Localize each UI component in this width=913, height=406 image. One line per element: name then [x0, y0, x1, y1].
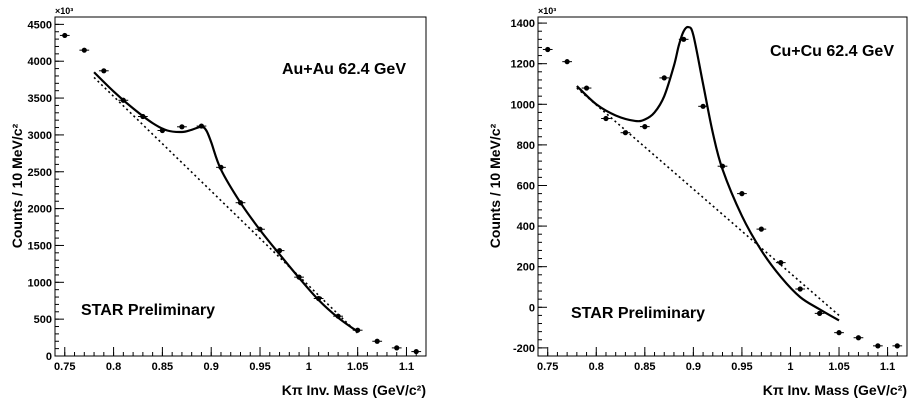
- data-point: [817, 310, 823, 316]
- x-tick-label: 1: [306, 361, 312, 373]
- y-tick-label: 2500: [28, 167, 52, 179]
- x-tick-label: 0.95: [731, 361, 752, 373]
- x-tick-label: 0.8: [106, 361, 121, 373]
- y-tick-label: 1000: [511, 99, 535, 111]
- background-dotted-line: [576, 87, 840, 317]
- data-points: [542, 36, 903, 349]
- y-tick-label: 3500: [28, 93, 52, 105]
- x-tick-label: 1.05: [347, 361, 368, 373]
- y-tick-label: 400: [517, 221, 535, 233]
- system-label: Cu+Cu 62.4 GeV: [770, 43, 894, 60]
- x-tick-label: 0.85: [634, 361, 655, 373]
- data-point: [564, 59, 570, 65]
- data-point: [159, 127, 165, 134]
- data-point: [101, 68, 107, 74]
- y-tick-label: 4000: [28, 56, 52, 68]
- system-label: Au+Au 62.4 GeV: [282, 61, 406, 78]
- data-point: [374, 338, 380, 344]
- data-point: [603, 115, 609, 122]
- x-tick-label: 0.9: [204, 361, 219, 373]
- data-point: [642, 124, 648, 130]
- background-line: [93, 76, 359, 334]
- star-preliminary-label: STAR Preliminary: [571, 305, 705, 322]
- x-tick-label: 0.75: [54, 361, 75, 373]
- y-tick-label: 2000: [28, 204, 52, 216]
- data-point: [120, 97, 126, 103]
- data-point: [894, 343, 900, 349]
- data-point: [622, 130, 628, 136]
- data-point: [81, 47, 87, 53]
- data-point: [545, 46, 551, 53]
- y-tick-label: 200: [517, 262, 535, 274]
- data-point: [875, 343, 881, 349]
- y-multiplier: ×10³: [55, 6, 73, 16]
- y-tick-label: 4500: [28, 19, 52, 31]
- y-tick-label: 500: [34, 314, 52, 326]
- y-tick-label: 1200: [511, 59, 535, 71]
- data-points: [59, 32, 422, 355]
- data-point: [257, 226, 263, 232]
- y-tick-label: -200: [513, 343, 535, 355]
- data-point: [316, 295, 322, 302]
- y-tick-label: 0: [529, 302, 535, 314]
- data-point: [739, 191, 745, 197]
- data-point: [198, 123, 205, 129]
- data-point: [778, 260, 784, 266]
- data-point: [335, 313, 341, 319]
- y-tick-label: 1400: [511, 18, 535, 30]
- data-point: [700, 103, 706, 109]
- x-tick-label: 1.05: [828, 361, 849, 373]
- chart-panel-auau: 0.75 0.8 0.85 0.9 0.95 1 1.05 1.1 0 500 1000 1500 20…: [9, 6, 427, 398]
- data-point: [276, 248, 283, 254]
- data-point: [855, 335, 862, 341]
- y-tick-label: 1500: [28, 240, 52, 252]
- data-point: [661, 75, 667, 81]
- data-point: [797, 286, 803, 292]
- data-point: [681, 36, 687, 42]
- fit-curve-path: [93, 71, 359, 333]
- data-point: [296, 274, 302, 280]
- y-axis-title: Counts / 10 MeV/c²: [487, 123, 503, 248]
- data-point: [394, 345, 400, 351]
- data-point: [355, 327, 361, 333]
- data-point: [140, 113, 146, 120]
- data-point: [237, 200, 244, 206]
- chart-panel-cucu: 0.75 0.8 0.85 0.9 0.95 1 1.05 1.1 -200 0 200 400 600…: [487, 6, 908, 398]
- y-multiplier: ×10³: [538, 6, 556, 16]
- y-axis-title: Counts / 10 MeV/c²: [9, 123, 25, 248]
- data-point: [179, 124, 185, 130]
- fit-curve: [93, 71, 359, 333]
- data-point: [413, 348, 419, 355]
- data-point: [758, 226, 764, 232]
- y-tick-label: 0: [46, 351, 52, 363]
- background-line: [576, 87, 840, 317]
- fit-curve-path: [576, 25, 840, 322]
- background-dotted-line: [93, 76, 359, 334]
- y-tick-label: 1000: [28, 277, 52, 289]
- x-tick-label: 0.75: [537, 361, 558, 373]
- x-tick-label: 1.1: [399, 361, 414, 373]
- y-tick-label: 3000: [28, 130, 52, 142]
- data-point: [719, 163, 726, 169]
- x-axis-title: Kπ Inv. Mass (GeV/c²): [282, 382, 426, 398]
- x-tick-label: 0.85: [152, 361, 173, 373]
- x-tick-label: 0.8: [589, 361, 604, 373]
- fit-curve: [576, 25, 840, 322]
- x-tick-label: 0.95: [249, 361, 270, 373]
- axis-ticks: 0.75 0.8 0.85 0.9 0.95 1 1.05 1.1 -200 0 200 400 600…: [511, 18, 908, 373]
- star-preliminary-label: STAR Preliminary: [81, 302, 215, 319]
- x-tick-label: 1: [787, 361, 793, 373]
- data-point: [62, 32, 68, 39]
- data-point: [218, 164, 224, 170]
- data-point: [836, 330, 842, 336]
- y-tick-label: 600: [517, 180, 535, 192]
- data-point: [583, 85, 590, 91]
- x-axis-title: Kπ Inv. Mass (GeV/c²): [763, 382, 907, 398]
- y-tick-label: 800: [517, 140, 535, 152]
- x-tick-label: 0.9: [686, 361, 701, 373]
- x-tick-label: 1.1: [880, 361, 895, 373]
- axis-ticks: 0.75 0.8 0.85 0.9 0.95 1 1.05 1.1 0 500 1000 1500 20…: [28, 16, 427, 373]
